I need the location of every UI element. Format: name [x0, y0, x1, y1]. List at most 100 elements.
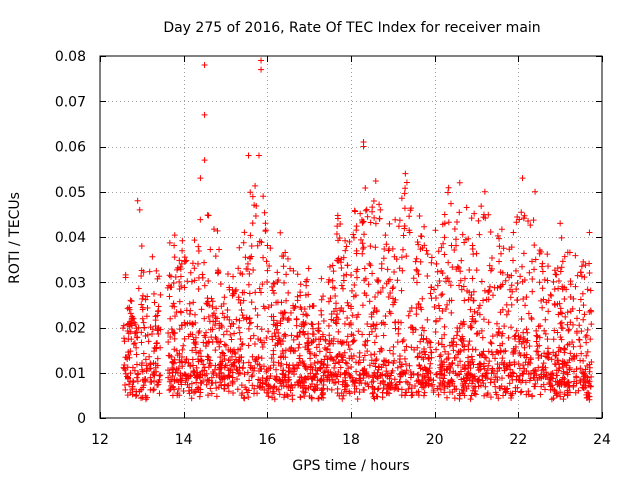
data-point — [189, 347, 196, 354]
data-point — [236, 369, 243, 376]
data-point — [495, 395, 502, 402]
data-point — [507, 294, 514, 301]
data-point — [150, 386, 157, 393]
data-point — [231, 362, 238, 369]
data-point — [552, 352, 559, 359]
data-point — [436, 383, 443, 390]
data-point — [471, 308, 478, 315]
data-point — [338, 353, 345, 360]
data-point — [350, 234, 357, 241]
data-point — [171, 232, 178, 239]
data-point — [129, 383, 136, 390]
data-point — [174, 352, 181, 359]
x-tick-label: 12 — [91, 432, 109, 448]
data-point — [121, 361, 128, 368]
data-point — [296, 352, 303, 359]
data-point — [246, 377, 253, 384]
data-point — [205, 313, 212, 320]
data-point — [488, 349, 495, 356]
data-point — [450, 335, 457, 342]
data-point — [275, 330, 282, 337]
data-point — [472, 346, 479, 353]
y-tick-label: 0.06 — [55, 140, 86, 156]
data-point — [366, 260, 373, 267]
data-point — [260, 254, 267, 261]
data-point — [180, 388, 187, 395]
data-point — [366, 298, 373, 305]
data-point — [420, 327, 427, 334]
data-point — [502, 277, 509, 284]
data-point — [265, 328, 272, 335]
data-point — [239, 365, 246, 372]
data-point — [372, 363, 379, 370]
data-point — [307, 350, 314, 357]
data-point — [403, 343, 410, 350]
data-point — [318, 307, 325, 314]
data-point — [278, 299, 285, 306]
data-point — [413, 255, 420, 262]
data-point — [575, 387, 582, 394]
data-point — [270, 359, 277, 366]
data-point — [219, 310, 226, 317]
data-point — [314, 358, 321, 365]
data-point — [390, 350, 397, 357]
data-point — [343, 243, 350, 250]
data-point — [252, 305, 259, 312]
data-point — [333, 320, 340, 327]
data-point — [557, 268, 564, 275]
data-point — [370, 197, 377, 204]
data-point — [384, 386, 391, 393]
data-point — [174, 266, 181, 273]
data-point — [241, 395, 248, 402]
data-point — [542, 374, 549, 380]
data-point — [551, 300, 558, 307]
data-point — [535, 351, 542, 358]
data-point — [360, 218, 367, 225]
data-point — [441, 220, 448, 227]
data-point — [475, 379, 482, 386]
data-point — [416, 350, 423, 357]
data-point — [282, 347, 289, 354]
data-point — [546, 379, 553, 386]
data-point — [213, 315, 220, 322]
data-point — [150, 290, 157, 297]
data-point — [304, 374, 311, 381]
data-point — [550, 395, 557, 402]
data-point — [574, 315, 581, 322]
data-point — [218, 303, 225, 310]
data-point — [151, 344, 158, 351]
data-point — [380, 319, 387, 326]
data-point — [338, 340, 345, 347]
data-point — [434, 282, 441, 289]
data-point — [213, 393, 220, 400]
data-point — [483, 370, 490, 377]
data-point — [343, 369, 350, 376]
data-point — [465, 354, 472, 361]
data-point — [370, 360, 377, 367]
data-point — [205, 364, 212, 371]
data-point — [321, 356, 328, 363]
data-point — [369, 390, 376, 397]
data-point — [236, 244, 243, 251]
data-point — [167, 386, 174, 393]
data-point — [559, 374, 566, 381]
data-point — [544, 251, 551, 258]
data-point — [486, 358, 493, 365]
data-point — [197, 175, 204, 182]
data-point — [307, 370, 314, 377]
data-point — [135, 324, 142, 331]
data-point — [348, 331, 355, 338]
data-point — [144, 331, 151, 338]
data-point — [499, 281, 506, 288]
data-point — [397, 379, 404, 386]
data-point — [577, 269, 584, 276]
data-point — [235, 324, 242, 331]
data-point — [427, 360, 434, 367]
data-point — [436, 305, 443, 312]
data-point — [437, 351, 444, 358]
data-point — [177, 308, 184, 315]
data-point — [302, 311, 309, 318]
data-point — [414, 238, 421, 245]
data-point — [523, 339, 530, 346]
data-point — [501, 386, 508, 393]
